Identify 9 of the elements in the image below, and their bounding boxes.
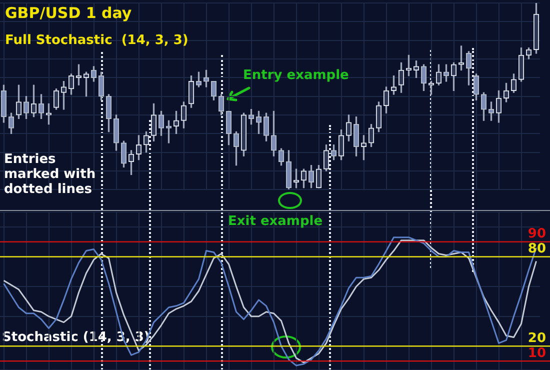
text: Full Stochastic (14, 3, 3) [5,33,188,48]
ref-line-label: 80 [528,242,546,257]
chart-title: GBP/USD 1 day [5,4,132,22]
ref-line-label: 90 [528,226,546,242]
annotation: Entries marked with dotted lines [4,152,97,197]
ref-line-label: 20 [528,331,546,346]
annotation: Entry example [243,68,349,83]
annotation: Exit example [228,214,323,229]
ref-line-label: 10 [528,346,546,361]
